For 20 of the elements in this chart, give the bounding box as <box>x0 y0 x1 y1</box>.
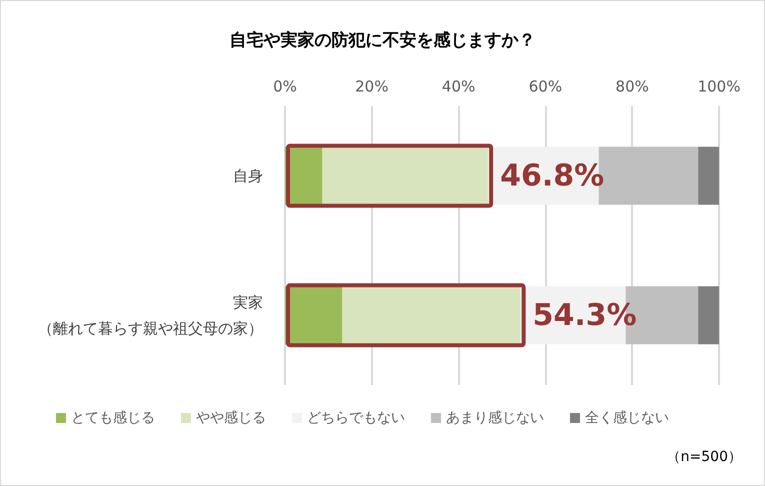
x-tick-label: 0% <box>273 78 297 96</box>
legend-label: どちらでもない <box>307 410 405 426</box>
annotation: 46.8% <box>500 158 604 194</box>
chart-title: 自宅や実家の防犯に不安を感じますか？ <box>230 30 536 50</box>
y-tick-label: 自身 <box>233 166 263 185</box>
x-tick-label: 100% <box>698 78 740 96</box>
x-tick-label: 20% <box>355 78 388 96</box>
x-tick-label: 80% <box>616 78 649 96</box>
annotation: 54.3% <box>532 298 637 333</box>
y-tick-label: 実家（離れて暮らす親や祖父母の家） <box>38 293 263 338</box>
bar <box>285 286 342 344</box>
legend-label: 全く感じない <box>585 410 669 426</box>
legend-label: とても感じる <box>71 410 155 426</box>
bar <box>698 146 719 205</box>
x-tick-label: 60% <box>528 78 562 96</box>
x-tick-label: 40% <box>442 78 476 96</box>
legend-label: あまり感じない <box>446 410 544 426</box>
text: （n=500） <box>666 449 742 465</box>
bar <box>698 286 719 344</box>
legend-label: やや感じる <box>196 410 266 426</box>
